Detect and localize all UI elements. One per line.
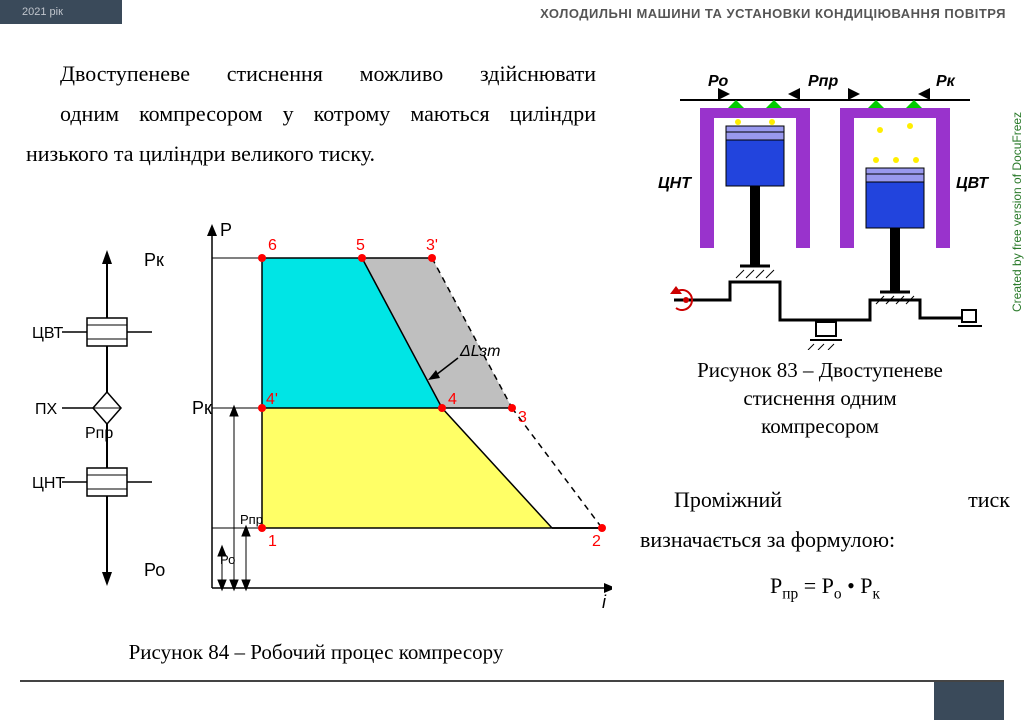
svg-text:3: 3 <box>518 409 527 426</box>
fig84-graph: P i Рк Рпр Ро ΔLзт <box>192 220 612 612</box>
fig84-pk-axis: Рк <box>192 398 212 418</box>
fig83-cylinder-left <box>700 100 810 278</box>
fig83-pk-label: Рк <box>936 73 956 90</box>
formula: Рпр = Ро • Рк <box>640 566 1010 614</box>
fig84-left-schematic: Рк Ро ЦВТ ПХ Рпр <box>32 250 165 586</box>
header-year: 2021 рік <box>0 0 122 24</box>
svg-text:6: 6 <box>268 237 277 254</box>
right-text-block: Проміжний тиск визначається за формулою:… <box>640 480 1010 614</box>
fig84-cnt-label: ЦНТ <box>32 475 65 492</box>
footer-block <box>934 682 1004 720</box>
fig84-cvt-label: ЦВТ <box>32 325 63 342</box>
figure-84-caption: Рисунок 84 – Робочий процес компресору <box>26 640 606 665</box>
fig84-ppr-left-label: Рпр <box>85 425 113 442</box>
fig83-bearings <box>808 310 982 350</box>
main-paragraph: Двоступеневе стиснення можливо здійснюва… <box>26 54 596 174</box>
svg-text:4: 4 <box>448 391 457 408</box>
fig83-cnt-label: ЦНТ <box>658 175 692 192</box>
figure-83-caption: Рисунок 83 – Двоступеневе стиснення одни… <box>640 356 1000 440</box>
footer-divider <box>20 680 1004 682</box>
svg-text:2: 2 <box>592 533 601 550</box>
fig84-po-label: Ро <box>144 560 165 580</box>
svg-text:5: 5 <box>356 237 365 254</box>
svg-text:3': 3' <box>426 237 438 254</box>
paragraph-line-2: одним компресором у котрому маються цилі… <box>26 94 596 134</box>
figure-83: Ро Рпр Рк <box>640 60 1000 350</box>
fig83-caption-l1: Рисунок 83 – Двоступеневе <box>697 358 943 382</box>
fig83-caption-l3: компресором <box>761 414 879 438</box>
fig84-delta-label: ΔLзт <box>459 343 500 360</box>
svg-text:4': 4' <box>266 391 278 408</box>
fig84-ppr-axis: Рпр <box>240 512 263 527</box>
fig83-cvt-label: ЦВТ <box>956 175 989 192</box>
watermark-text: Created by free version of DocuFreez <box>1010 12 1024 312</box>
right-line-2: визначається за формулою: <box>640 520 1010 560</box>
fig84-region-bottom <box>262 408 552 528</box>
fig84-px-label: ПХ <box>35 401 58 418</box>
right-word-2: тиск <box>934 480 1010 520</box>
right-word-1: Проміжний <box>640 480 782 520</box>
fig83-caption-l2: стиснення одним <box>743 386 896 410</box>
fig83-crankshaft <box>674 282 970 320</box>
fig84-po-axis: Ро <box>220 552 235 567</box>
svg-text:1: 1 <box>268 533 277 550</box>
fig83-ppr-label: Рпр <box>808 73 838 90</box>
fig83-rotation-icon <box>670 286 692 310</box>
fig84-axis-p: P <box>220 220 232 240</box>
header-title: ХОЛОДИЛЬНІ МАШИНИ ТА УСТАНОВКИ КОНДИЦІЮВ… <box>400 6 1006 21</box>
fig84-axis-i: i <box>602 592 607 612</box>
fig84-pk-label: Рк <box>144 250 164 270</box>
paragraph-line-3: низького та циліндри великого тиску. <box>26 134 596 174</box>
paragraph-line-1: Двоступеневе стиснення можливо здійснюва… <box>26 54 596 94</box>
fig83-po-label: Ро <box>708 73 728 90</box>
fig83-cylinder-right <box>840 100 950 304</box>
figure-84: Рк Ро ЦВТ ПХ Рпр <box>32 218 612 618</box>
